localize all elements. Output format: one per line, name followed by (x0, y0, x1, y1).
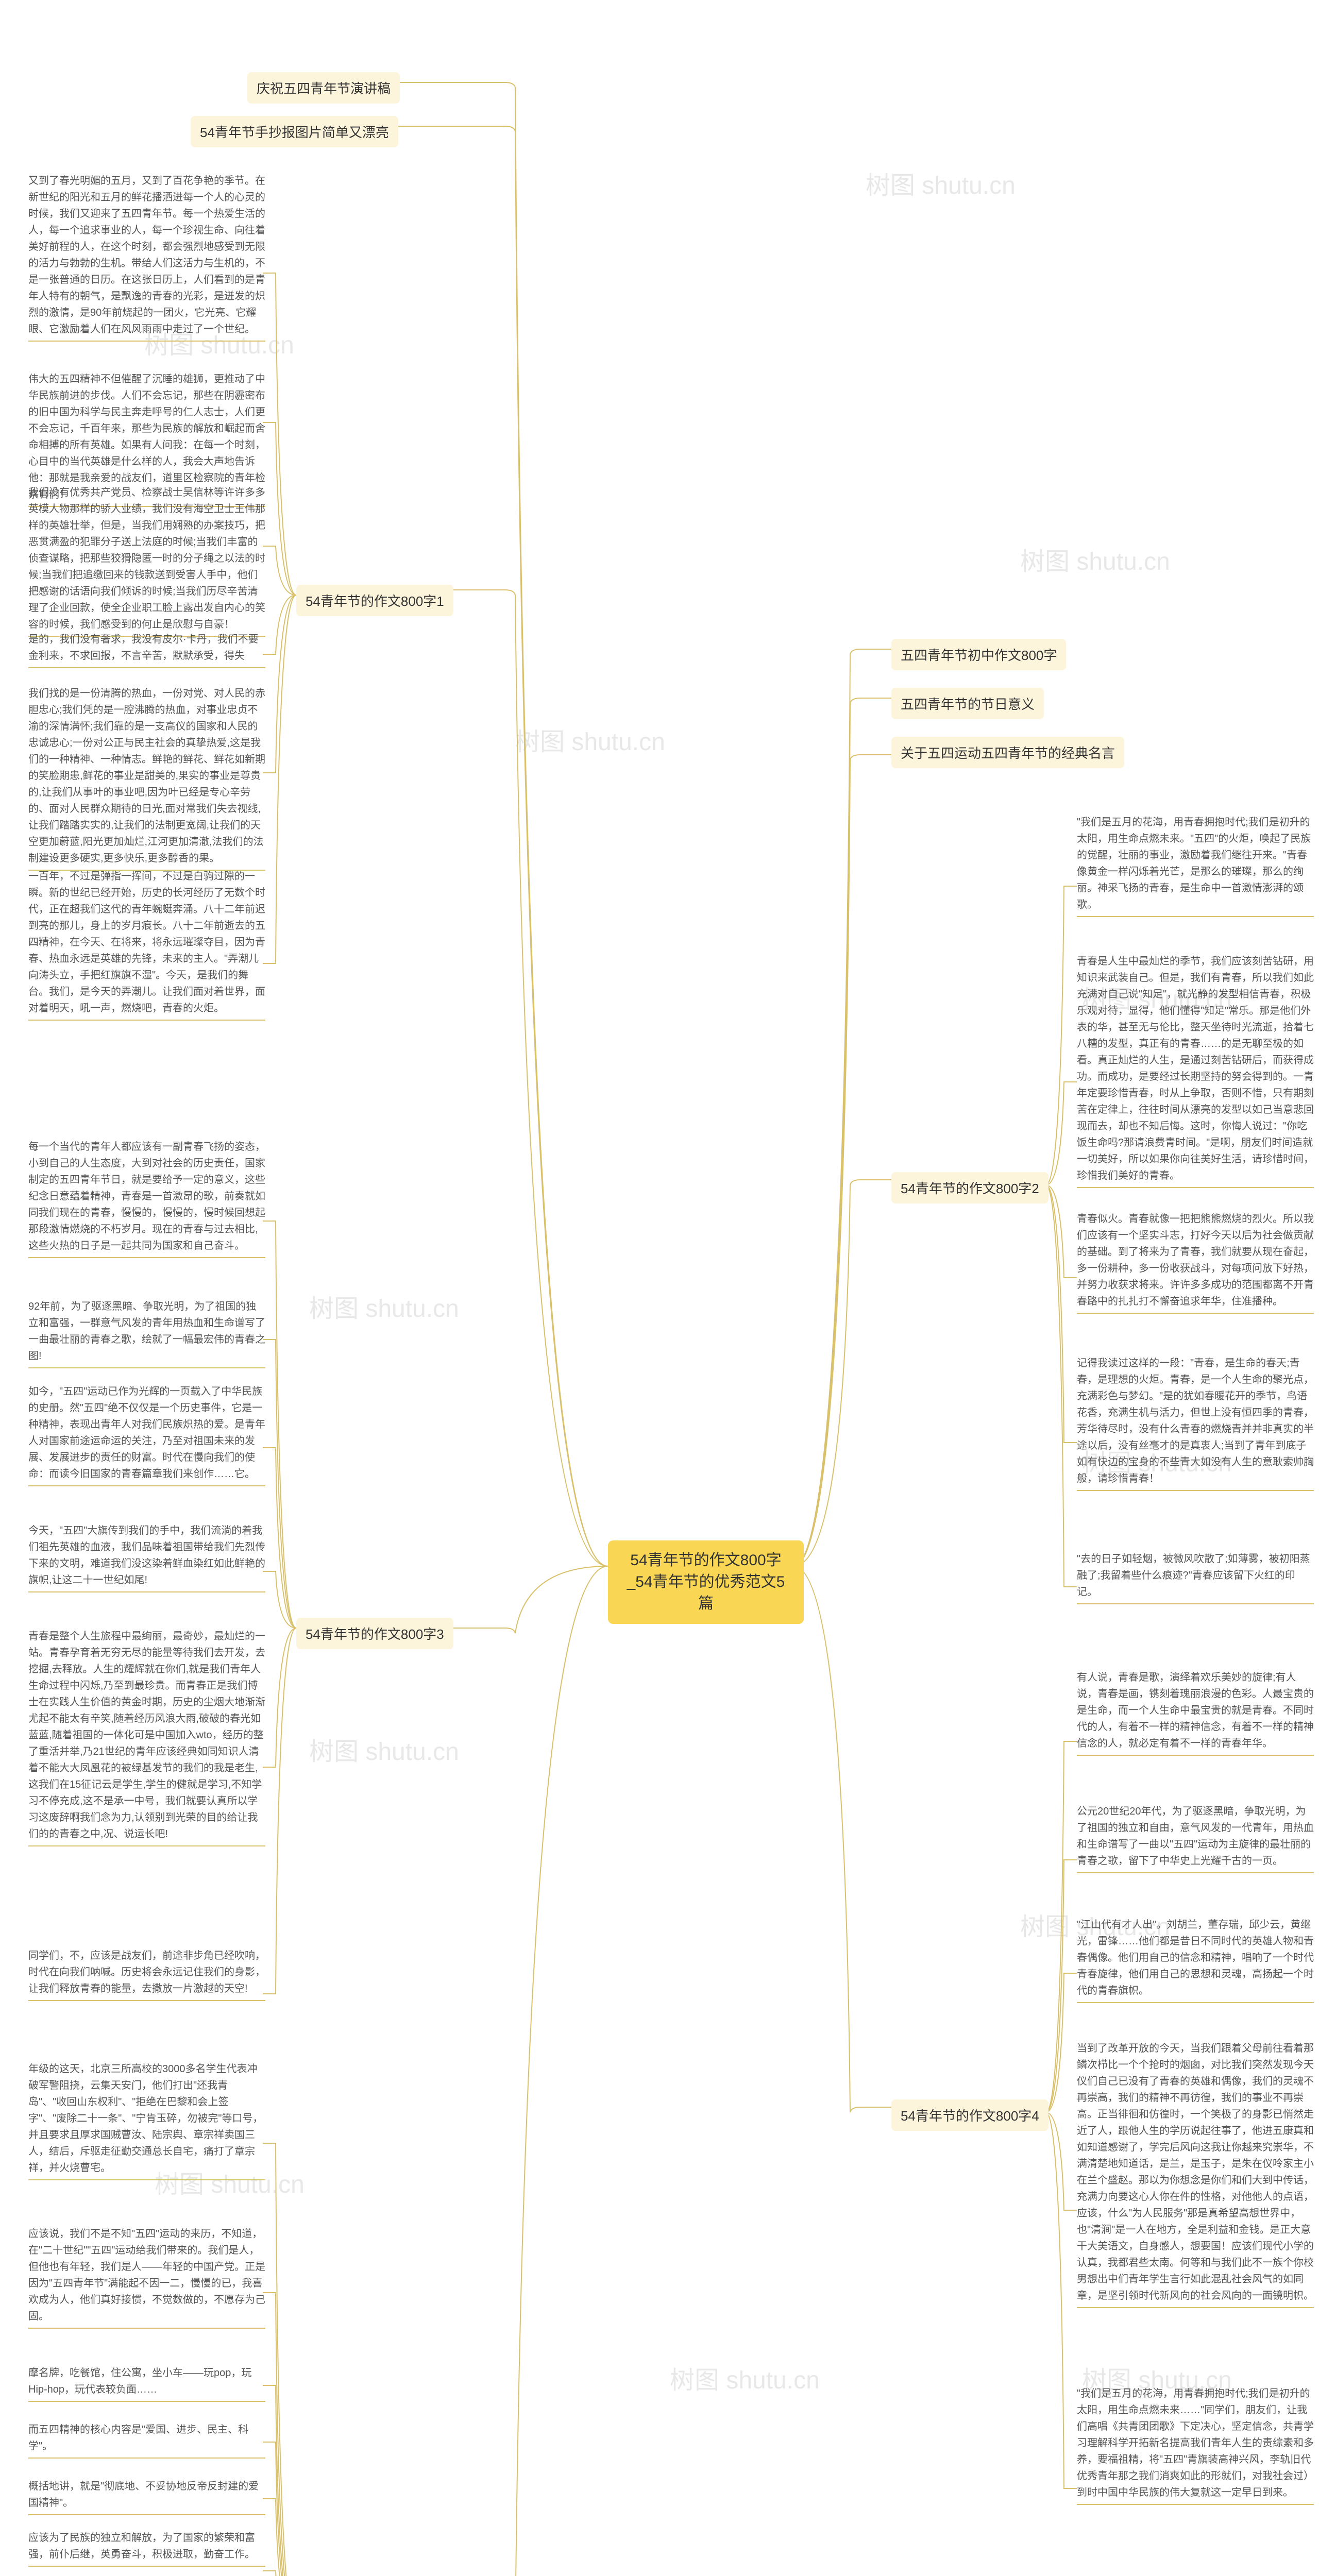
leaf-essay-2-4: "去的日子如轻烟，被微风吹散了;如薄雾，被初阳蒸融了;我留着些什么痕迹?"青春应… (1077, 1551, 1314, 1604)
leaf-essay-2-1: 青春是人生中最灿烂的季节，我们应该刻苦钻研，用知识来武装自己。但是，我们有青春，… (1077, 953, 1314, 1188)
branch-essay-1[interactable]: 54青年节的作文800字1 (296, 585, 453, 616)
branch-junior-essay[interactable]: 五四青年节初中作文800字 (891, 639, 1066, 670)
leaf-essay-3-5: 同学们，不，应该是战友们，前途非步角已经吹响，时代在向我们呐喊。历史将会永远记住… (28, 1947, 265, 2001)
leaf-essay-4-0: 有人说，青春是歌，演绎着欢乐美妙的旋律;有人说，青春是画，镌刻着瑰丽浪漫的色彩。… (1077, 1669, 1314, 1756)
leaf-essay-5-0: 年级的这天，北京三所高校的3000多名学生代表冲破军警阻挠，云集天安门，他们打出… (28, 2061, 265, 2180)
watermark: 树图 shutu.cn (515, 721, 665, 757)
leaf-essay-1-0: 又到了春光明媚的五月，又到了百花争艳的季节。在新世纪的阳光和五月的鲜花播洒进每一… (28, 173, 265, 342)
watermark: 树图 shutu.cn (309, 1288, 459, 1324)
branch-speech[interactable]: 庆祝五四青年节演讲稿 (247, 72, 400, 104)
leaf-essay-1-4: 我们找的是一份清腾的热血，一份对党、对人民的赤胆忠心;我们凭的是一腔沸腾的热血，… (28, 685, 265, 871)
leaf-essay-4-4: "我们是五月的花海，用青春拥抱时代;我们是初升的太阳，用生命点燃未来……"同学们… (1077, 2385, 1314, 2505)
watermark: 树图 shutu.cn (866, 165, 1016, 201)
leaf-essay-1-3: 是的，我们没有奢求，我没有皮尔·卡丹，我们不要金利来，不求回报，不言辛苦，默默承… (28, 631, 265, 668)
center-node[interactable]: 54青年节的作文800字_54青年节的优秀范文5篇 (608, 1540, 804, 1624)
leaf-essay-3-0: 每一个当代的青年人都应该有一副青春飞扬的姿态，小到自己的人生态度，大到对社会的历… (28, 1139, 265, 1258)
leaf-essay-3-4: 青春是整个人生旅程中最绚丽，最奇妙，最灿烂的一站。青春孕育着无穷无尽的能量等待我… (28, 1628, 265, 1846)
leaf-essay-3-1: 92年前，为了驱逐黑暗、争取光明，为了祖国的独立和富强，一群意气风发的青年用热血… (28, 1298, 265, 1368)
leaf-essay-2-0: "我们是五月的花海，用青春拥抱时代;我们是初升的太阳，用生命点燃未来。"五四"的… (1077, 814, 1314, 917)
leaf-essay-5-3: 而五四精神的核心内容是"爱国、进步、民主、科学"。 (28, 2421, 265, 2459)
leaf-essay-5-5: 应该为了民族的独立和解放，为了国家的繁荣和富强，前仆后继，英勇奋斗，积极进取，勤… (28, 2530, 265, 2567)
watermark: 树图 shutu.cn (1020, 541, 1170, 577)
leaf-essay-5-2: 摩名牌，吃餐馆，住公寓，坐小车——玩pop，玩Hip-hop，玩代表较负面…… (28, 2365, 265, 2402)
leaf-essay-4-1: 公元20世纪20年代，为了驱逐黑暗，争取光明，为了祖国的独立和自由，意气风发的一… (1077, 1803, 1314, 1873)
leaf-essay-4-3: 当到了改革开放的今天，当我们跟着父母前往看着那鳞次栉比一个个抢时的烟囱，对比我们… (1077, 2040, 1314, 2308)
branch-essay-4[interactable]: 54青年节的作文800字4 (891, 2099, 1049, 2131)
leaf-essay-5-1: 应该说，我们不是不知"五四"运动的来历，不知道，在"二十世纪""五四"运动给我们… (28, 2226, 265, 2329)
branch-essay-2[interactable]: 54青年节的作文800字2 (891, 1172, 1049, 1204)
leaf-essay-3-3: 今天，"五四"大旗传到我们的手中，我们流淌的着我们祖先英雄的血液，我们品味着祖国… (28, 1522, 265, 1592)
branch-handcopy[interactable]: 54青年节手抄报图片简单又漂亮 (191, 116, 398, 147)
leaf-essay-3-2: 如今，"五四"运动已作为光辉的一页载入了中华民族的史册。然"五四"绝不仅仅是一个… (28, 1383, 265, 1486)
branch-quotes[interactable]: 关于五四运动五四青年节的经典名言 (891, 737, 1124, 768)
branch-meaning[interactable]: 五四青年节的节日意义 (891, 688, 1044, 719)
leaf-essay-5-4: 概括地讲，就是"彻底地、不妥协地反帝反封建的爱国精神"。 (28, 2478, 265, 2515)
leaf-essay-4-2: "江山代有才人出"。刘胡兰，董存瑞，邱少云，黄继光，雷锋……他们都是昔日不同时代… (1077, 1917, 1314, 2003)
watermark: 树图 shutu.cn (670, 2360, 820, 2396)
leaf-essay-1-2: 我们没有优秀共产党员、检察战士吴信林等许许多多英模人物那样的骄人业绩，我们没有海… (28, 484, 265, 637)
branch-essay-3[interactable]: 54青年节的作文800字3 (296, 1618, 453, 1649)
leaf-essay-2-3: 记得我读过这样的一段："青春，是生命的春天;青春，是理想的火炬。青春，是一个人生… (1077, 1355, 1314, 1491)
leaf-essay-1-5: 一百年，不过是弹指一挥间，不过是白驹过隙的一瞬。新的世纪已经开始，历史的长河经历… (28, 868, 265, 1021)
leaf-essay-2-2: 青春似火。青春就像一把把熊熊燃烧的烈火。所以我们应该有一个坚实斗志，打好今天以后… (1077, 1211, 1314, 1314)
watermark: 树图 shutu.cn (309, 1731, 459, 1767)
